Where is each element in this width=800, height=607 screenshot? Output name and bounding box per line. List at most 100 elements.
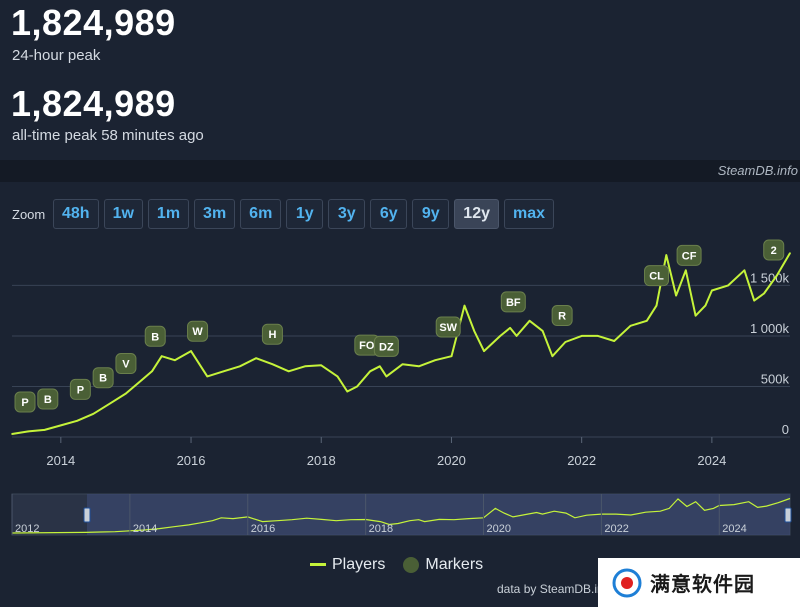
stat-24h-label: 24-hour peak: [12, 47, 101, 64]
marker-FO[interactable]: FO: [354, 334, 380, 356]
players-data-point: [753, 299, 755, 302]
zoom-button-48h[interactable]: 48h: [53, 199, 99, 229]
legend-markers[interactable]: Markers: [403, 556, 483, 574]
players-data-point: [108, 402, 111, 405]
players-data-point: [580, 335, 583, 337]
marker-W[interactable]: W: [187, 320, 209, 342]
players-data-point: [160, 355, 163, 357]
players-data-point: [665, 254, 668, 256]
marker-V[interactable]: V: [115, 353, 137, 375]
navigator-right-handle[interactable]: [784, 507, 792, 523]
marker-H[interactable]: H: [261, 323, 283, 345]
players-data-point: [509, 327, 511, 329]
players-data-point: [655, 304, 658, 307]
marker-BF[interactable]: BF: [500, 291, 526, 313]
marker-badge: [763, 239, 785, 261]
players-data-point: [613, 340, 616, 342]
players-data-point: [271, 363, 274, 366]
zoom-button-9y[interactable]: 9y: [412, 199, 450, 229]
players-data-point: [528, 319, 531, 322]
navigator-year-label: 2024: [722, 523, 746, 535]
marker-label: B: [99, 373, 107, 385]
marker-B[interactable]: B: [37, 388, 59, 410]
zoom-button-6y[interactable]: 6y: [370, 199, 408, 229]
zoom-button-1m[interactable]: 1m: [147, 199, 190, 229]
x-tick-label: 2024: [697, 453, 726, 468]
marker-CF[interactable]: CF: [676, 244, 702, 266]
marker-badge: [144, 325, 166, 347]
stat-alltime-label: all-time peak 58 minutes ago: [12, 127, 204, 144]
zoom-button-3y[interactable]: 3y: [328, 199, 366, 229]
zoom-button-3m[interactable]: 3m: [194, 199, 236, 229]
players-data-point: [704, 304, 707, 307]
zoom-button-6m[interactable]: 6m: [240, 199, 282, 229]
legend-markers-label: Markers: [425, 556, 484, 573]
marker-label: B: [44, 394, 52, 406]
players-data-point: [541, 330, 544, 332]
navigator-year-label: 2018: [369, 523, 393, 535]
zoom-button-max[interactable]: max: [504, 199, 555, 229]
players-data-point: [239, 365, 241, 368]
players-data-point: [418, 365, 420, 368]
players-data-point: [379, 365, 381, 368]
players-data-point: [125, 392, 127, 395]
logo-text: 满意软件园: [650, 572, 755, 596]
marker-badge: [37, 388, 59, 410]
marker-label: FO: [359, 340, 375, 352]
logo-icon: [612, 568, 642, 598]
marker-badge: [115, 353, 137, 375]
marker-label: P: [21, 397, 28, 409]
navigator-left-handle[interactable]: [83, 507, 91, 523]
players-data-point: [60, 424, 62, 427]
marker-SW[interactable]: SW: [435, 316, 461, 338]
players-data-point: [789, 252, 791, 254]
zoom-button-1y[interactable]: 1y: [286, 199, 324, 229]
players-data-point: [515, 335, 518, 337]
players-data-point: [304, 365, 306, 368]
players-data-point: [255, 357, 257, 359]
marker-B[interactable]: B: [144, 325, 166, 347]
y-tick-label: 0: [782, 422, 789, 437]
marker-R[interactable]: R: [551, 305, 573, 327]
marker-P[interactable]: P: [69, 378, 91, 400]
marker-DZ[interactable]: DZ: [373, 335, 399, 357]
marker-label: SW: [439, 322, 457, 334]
marker-label: DZ: [379, 341, 394, 353]
players-data-point: [711, 289, 713, 292]
data-credit[interactable]: data by SteamDB.info: [497, 582, 607, 596]
x-tick-label: 2014: [46, 453, 75, 468]
marker-label: H: [268, 329, 276, 341]
players-data-point: [11, 433, 13, 435]
legend-players[interactable]: Players: [310, 556, 385, 574]
players-data-point: [743, 269, 746, 272]
players-data-point: [222, 370, 225, 373]
players-data-point: [763, 292, 765, 295]
y-tick-label: 1 500k: [750, 270, 790, 285]
marker-B[interactable]: B: [92, 367, 114, 389]
marker-P[interactable]: P: [14, 391, 36, 413]
navigator-year-label: 2014: [133, 523, 157, 535]
players-data-point: [138, 381, 140, 384]
players-data-point: [369, 370, 371, 373]
marker-CL[interactable]: CL: [644, 265, 670, 287]
marker-2[interactable]: 2: [763, 239, 785, 261]
y-tick-label: 500k: [761, 371, 790, 386]
players-data-point: [401, 363, 404, 366]
legend-marker-swatch: [403, 556, 420, 573]
players-data-point: [776, 274, 778, 277]
zoom-button-1w[interactable]: 1w: [103, 199, 143, 229]
marker-badge: [644, 265, 670, 287]
players-data-point: [450, 355, 453, 357]
zoom-button-12y[interactable]: 12y: [454, 199, 499, 229]
marker-label: P: [77, 384, 84, 396]
marker-badge: [261, 323, 283, 345]
navigator-year-label: 2022: [604, 523, 628, 535]
site-logo: 满意软件园: [598, 558, 800, 607]
players-data-point: [629, 325, 632, 327]
players-data-point: [287, 370, 290, 373]
marker-label: 2: [771, 245, 777, 257]
legend-players-label: Players: [332, 556, 386, 573]
zoom-label: Zoom: [12, 207, 46, 222]
players-data-point: [727, 284, 729, 287]
